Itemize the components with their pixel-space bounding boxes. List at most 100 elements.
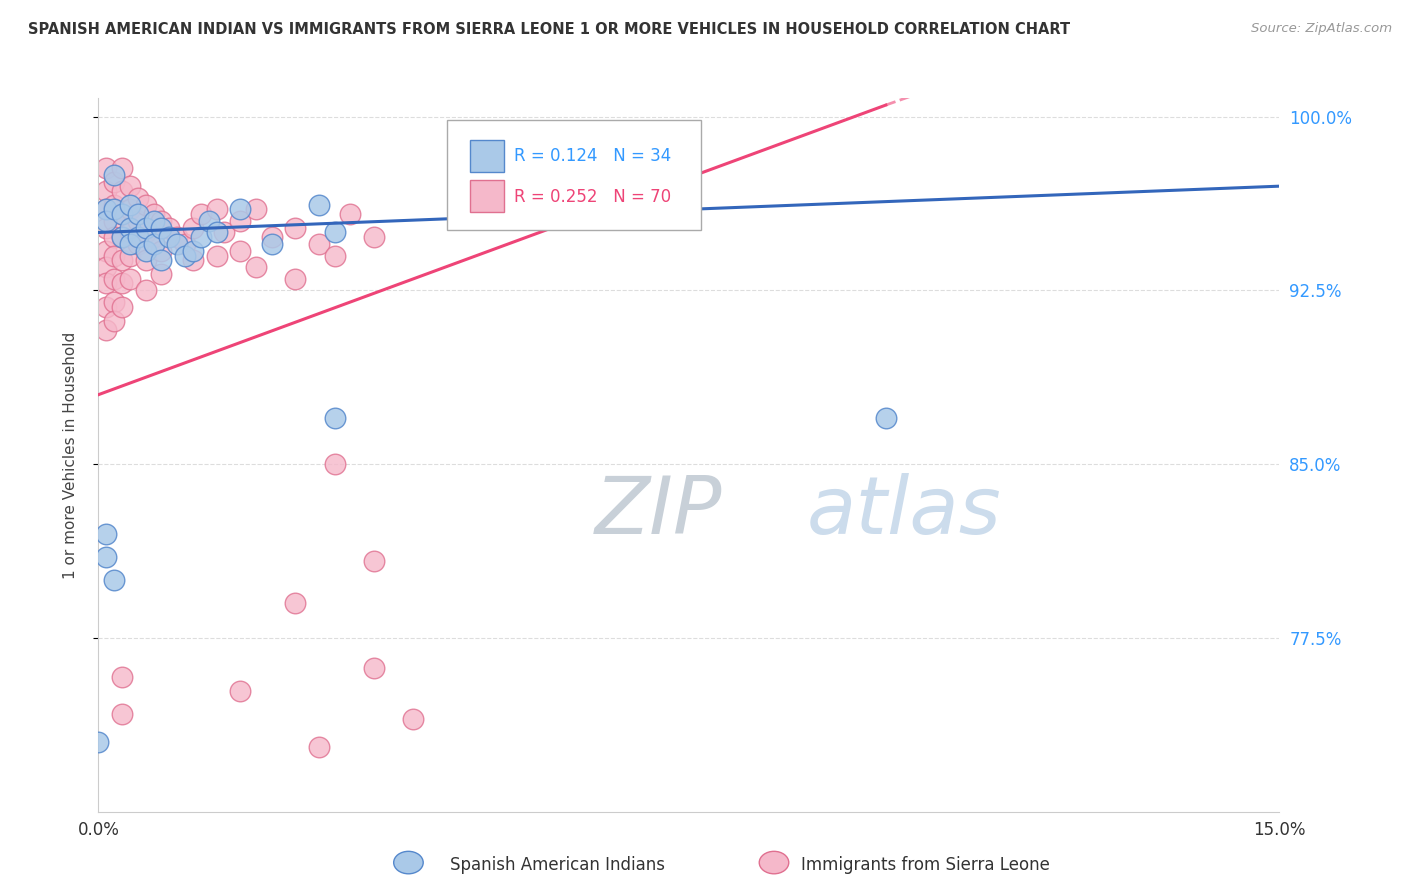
Point — [135, 284, 157, 298]
Point — [135, 244, 157, 258]
Point — [229, 214, 252, 228]
Point — [103, 168, 125, 182]
Point — [150, 214, 173, 228]
Text: ZIP: ZIP — [595, 473, 721, 551]
Point — [111, 277, 134, 291]
Point — [284, 220, 307, 235]
Point — [284, 272, 307, 286]
Bar — [471, 180, 503, 212]
Point — [127, 214, 149, 228]
Point — [308, 237, 330, 252]
Point — [96, 260, 118, 275]
Circle shape — [394, 851, 423, 874]
Point — [118, 202, 141, 217]
Point — [174, 237, 197, 252]
Point — [205, 249, 228, 263]
Point — [363, 661, 385, 675]
Point — [323, 226, 346, 240]
Y-axis label: 1 or more Vehicles in Household: 1 or more Vehicles in Household — [63, 331, 77, 579]
Point — [197, 214, 219, 228]
Bar — [471, 139, 503, 171]
Point — [103, 214, 125, 228]
Point — [111, 230, 134, 244]
Point — [118, 249, 141, 263]
Point — [166, 230, 188, 244]
Point — [284, 596, 307, 610]
Point — [96, 549, 118, 564]
Point — [181, 244, 204, 258]
FancyBboxPatch shape — [447, 120, 700, 230]
Point — [96, 244, 118, 258]
Point — [214, 226, 236, 240]
Point — [260, 237, 283, 252]
Point — [157, 220, 180, 235]
Point — [190, 230, 212, 244]
Point — [118, 179, 141, 194]
Point — [166, 237, 188, 252]
Point — [229, 684, 252, 698]
Point — [103, 175, 125, 189]
Point — [142, 237, 165, 252]
Point — [118, 237, 141, 252]
Point — [127, 191, 149, 205]
Point — [96, 202, 118, 217]
Point — [245, 260, 267, 275]
Point — [402, 712, 425, 726]
Point — [150, 267, 173, 281]
Point — [111, 707, 134, 722]
Point — [363, 230, 385, 244]
Point — [96, 161, 118, 175]
Point — [103, 295, 125, 310]
Point — [205, 226, 228, 240]
Point — [96, 323, 118, 337]
Point — [111, 253, 134, 268]
Point — [875, 410, 897, 425]
Point — [103, 249, 125, 263]
Point — [229, 202, 252, 217]
Point — [181, 220, 204, 235]
Point — [127, 207, 149, 221]
Point — [135, 197, 157, 211]
Point — [142, 214, 165, 228]
Point — [323, 249, 346, 263]
Point — [111, 230, 134, 244]
Point — [103, 272, 125, 286]
Point — [150, 253, 173, 268]
Point — [103, 202, 125, 217]
Point — [103, 230, 125, 244]
Point — [96, 214, 118, 228]
Point — [103, 573, 125, 587]
Point — [96, 220, 118, 235]
Point — [111, 184, 134, 198]
Point — [127, 230, 149, 244]
Point — [111, 207, 134, 221]
Point — [135, 220, 157, 235]
Text: SPANISH AMERICAN INDIAN VS IMMIGRANTS FROM SIERRA LEONE 1 OR MORE VEHICLES IN HO: SPANISH AMERICAN INDIAN VS IMMIGRANTS FR… — [28, 22, 1070, 37]
Point — [111, 207, 134, 221]
Point — [118, 220, 141, 235]
Point — [111, 300, 134, 314]
Point — [142, 230, 165, 244]
Point — [96, 184, 118, 198]
Point — [150, 220, 173, 235]
Point — [205, 202, 228, 217]
Point — [103, 197, 125, 211]
Point — [96, 526, 118, 541]
Point — [245, 202, 267, 217]
Point — [87, 735, 110, 749]
Point — [111, 161, 134, 175]
Point — [118, 226, 141, 240]
Point — [96, 277, 118, 291]
Point — [118, 272, 141, 286]
Text: Immigrants from Sierra Leone: Immigrants from Sierra Leone — [801, 856, 1050, 874]
Point — [103, 313, 125, 327]
Point — [260, 230, 283, 244]
Point — [135, 253, 157, 268]
Point — [135, 226, 157, 240]
Text: Spanish American Indians: Spanish American Indians — [450, 856, 665, 874]
Point — [363, 554, 385, 568]
Point — [181, 253, 204, 268]
Point — [323, 410, 346, 425]
Point — [96, 300, 118, 314]
Point — [157, 230, 180, 244]
